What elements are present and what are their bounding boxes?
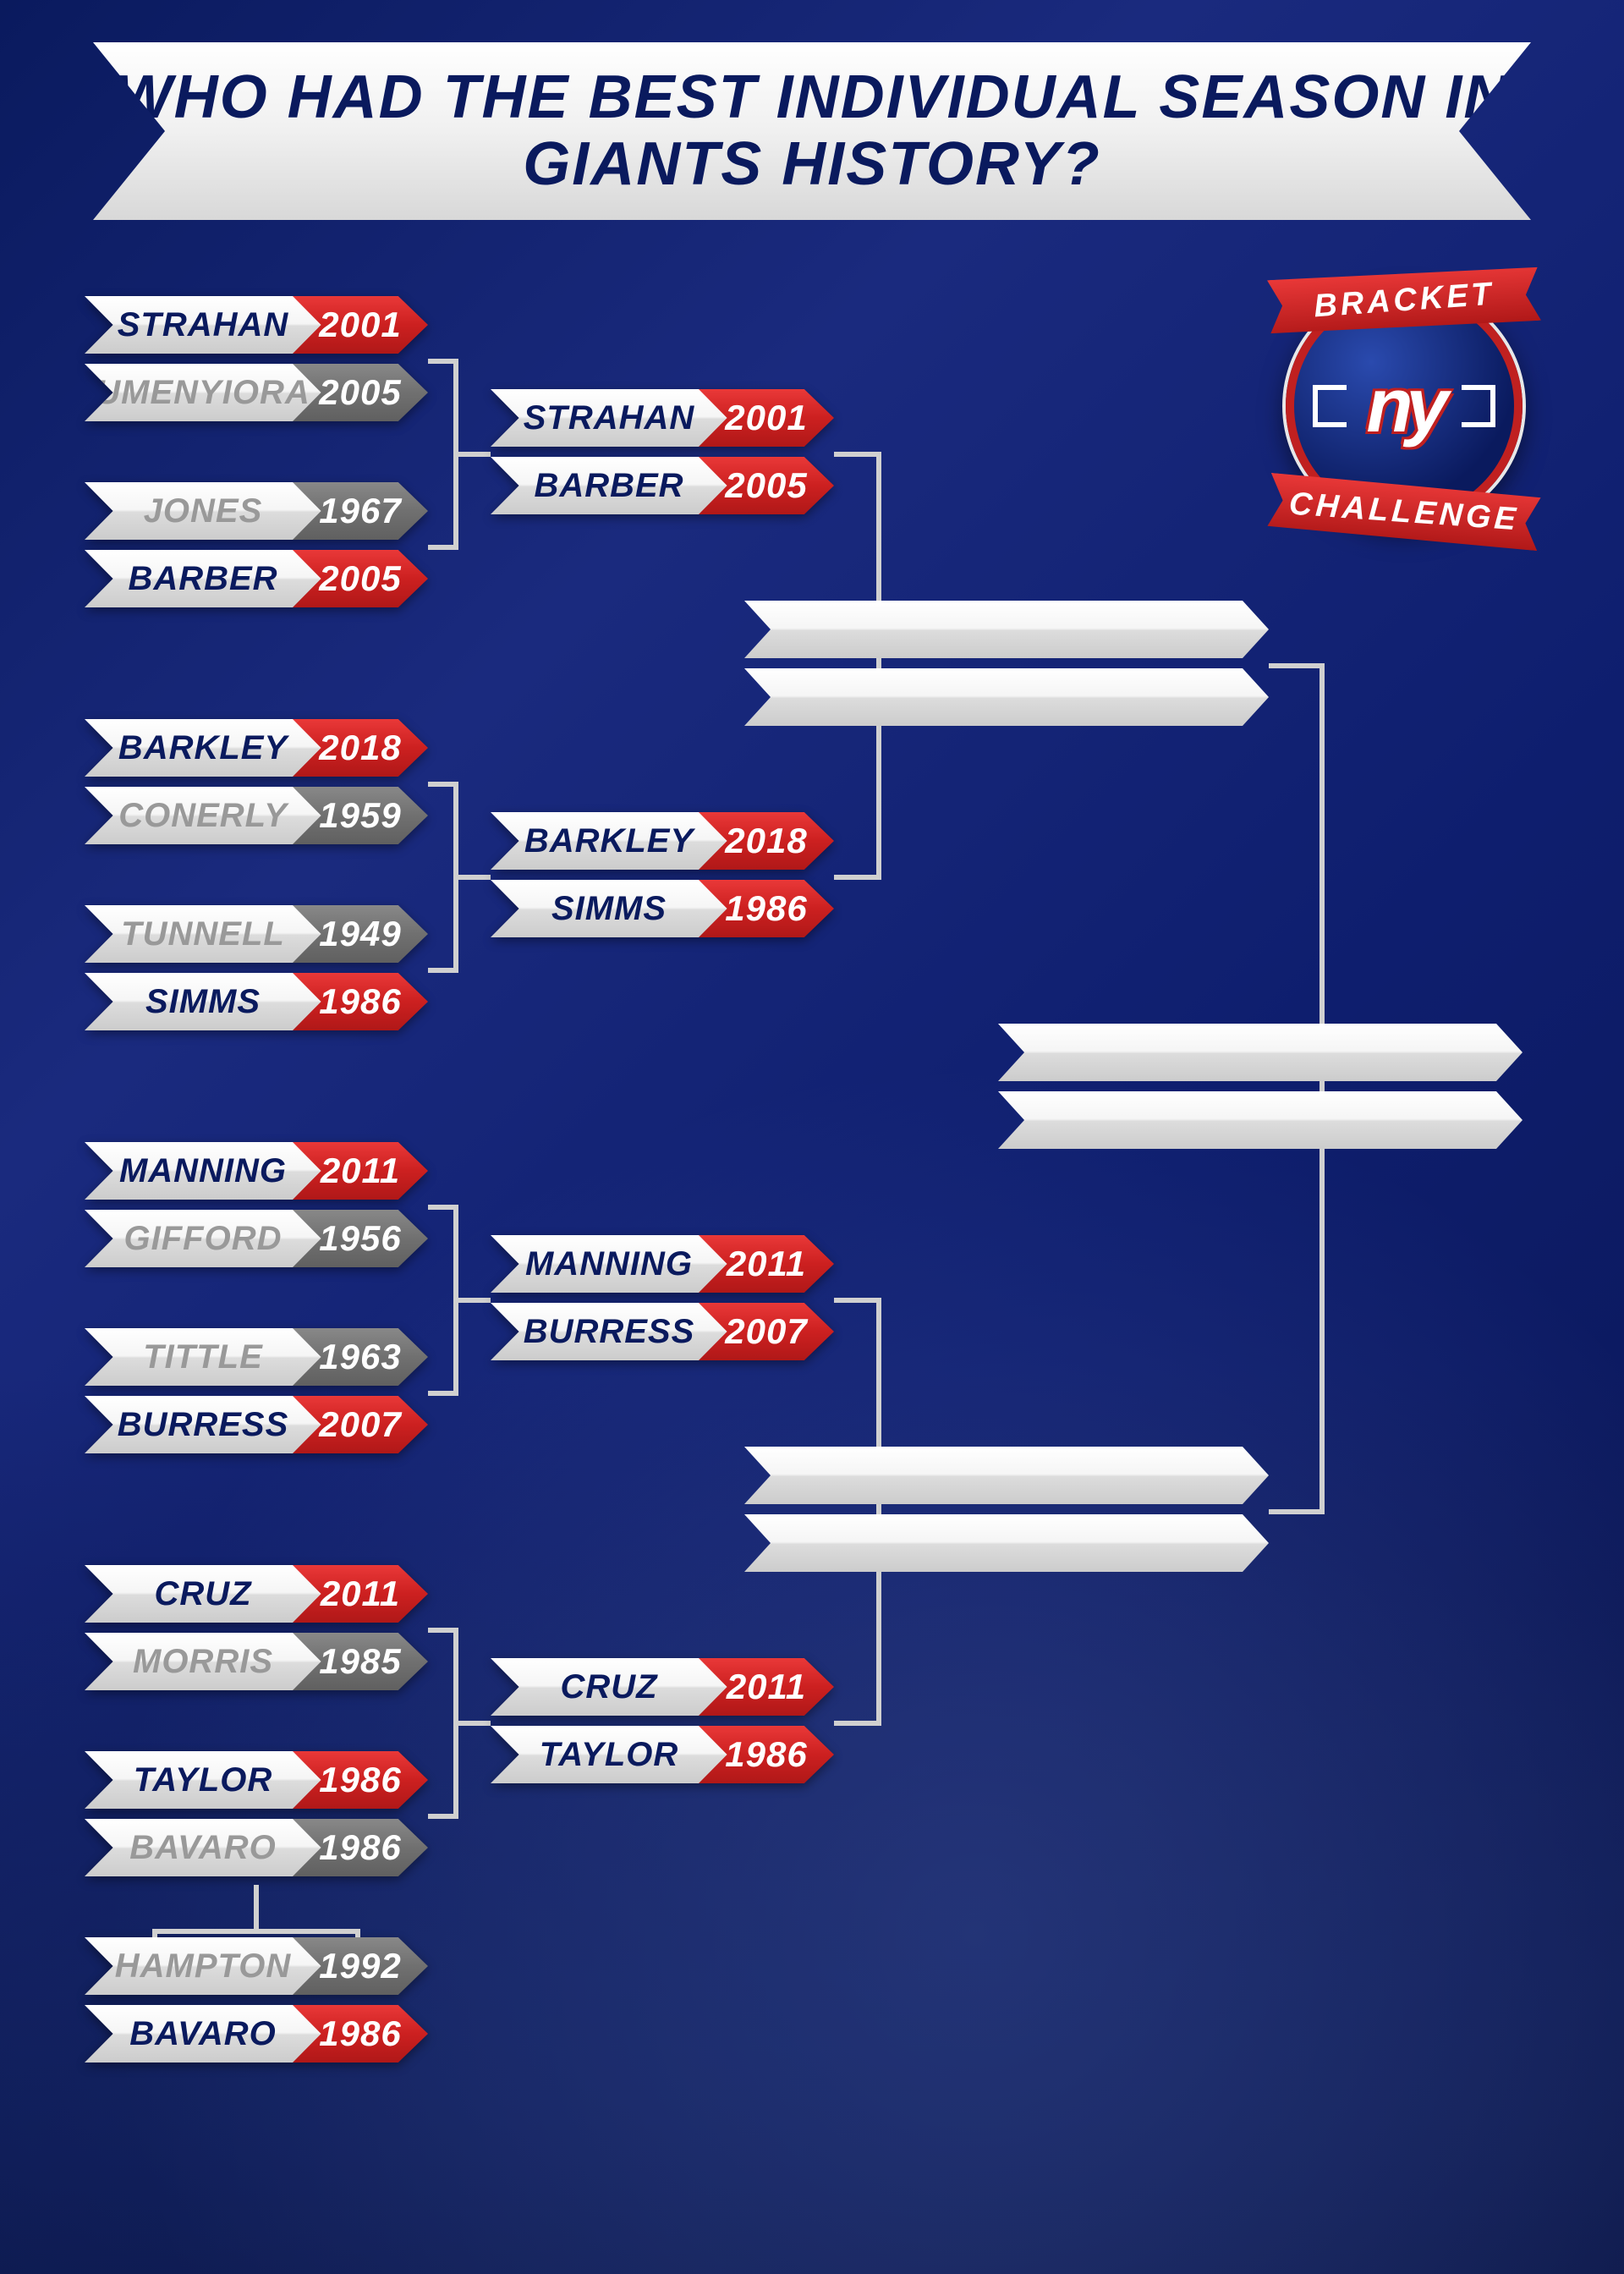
entry-name: BARKLEY: [85, 719, 321, 777]
bracket-entry: BARKLEY2018: [491, 812, 834, 870]
bracket-entry: TUNNELL1949: [85, 905, 428, 963]
entry-name: UMENYIORA: [85, 364, 321, 421]
connector: [428, 1628, 453, 1633]
entry-name: STRAHAN: [85, 296, 321, 354]
title-banner: WHO HAD THE BEST INDIVIDUAL SEASON IN GI…: [93, 42, 1531, 220]
bracket-entry: BAVARO1986: [85, 2005, 428, 2063]
connector: [428, 782, 453, 787]
bracket-entry: STRAHAN2001: [491, 389, 834, 447]
bracket-entry: BAVARO1986: [85, 1819, 428, 1876]
entry-name: HAMPTON: [85, 1937, 321, 1995]
bracket-entry: MANNING2011: [85, 1142, 428, 1200]
entry-name: TAYLOR: [85, 1751, 321, 1809]
entry-name: CRUZ: [85, 1565, 321, 1623]
connector: [152, 1929, 157, 1937]
empty-slot: [998, 1024, 1522, 1081]
entry-name: BARBER: [491, 457, 727, 514]
bracket-entry: JONES1967: [85, 482, 428, 540]
empty-slot: [744, 1514, 1269, 1572]
entry-name: MANNING: [85, 1142, 321, 1200]
connector: [834, 1298, 876, 1303]
entry-name: MORRIS: [85, 1633, 321, 1690]
connector: [428, 1205, 453, 1210]
bracket-entry: SIMMS1986: [491, 880, 834, 937]
bracket-entry: BARBER2005: [491, 457, 834, 514]
bracket-entry: TAYLOR1986: [491, 1726, 834, 1783]
entry-name: GIFFORD: [85, 1210, 321, 1267]
connector: [428, 1391, 453, 1396]
entry-name: BARBER: [85, 550, 321, 607]
bracket-entry: CONERLY1959: [85, 787, 428, 844]
entry-name: BURRESS: [85, 1396, 321, 1453]
entry-name: BAVARO: [85, 1819, 321, 1876]
connector: [876, 1298, 881, 1726]
bracket-entry: TAYLOR1986: [85, 1751, 428, 1809]
bracket-entry: SIMMS1986: [85, 973, 428, 1030]
connector: [876, 452, 881, 880]
empty-slot: [998, 1091, 1522, 1149]
connector: [152, 1929, 355, 1934]
entry-name: STRAHAN: [491, 389, 727, 447]
bracket-entry: BURRESS2007: [85, 1396, 428, 1453]
entry-name: SIMMS: [491, 880, 727, 937]
entry-name: BURRESS: [491, 1303, 727, 1360]
entry-name: TUNNELL: [85, 905, 321, 963]
connector: [453, 452, 491, 457]
connector: [1269, 1509, 1320, 1514]
bracket-entry: GIFFORD1956: [85, 1210, 428, 1267]
connector: [428, 545, 453, 550]
connector: [428, 1814, 453, 1819]
entry-name: SIMMS: [85, 973, 321, 1030]
entry-name: CONERLY: [85, 787, 321, 844]
bracket-entry: BARKLEY2018: [85, 719, 428, 777]
title-text: WHO HAD THE BEST INDIVIDUAL SEASON IN GI…: [93, 64, 1531, 198]
empty-slot: [744, 668, 1269, 726]
entry-name: MANNING: [491, 1235, 727, 1293]
connector: [453, 1721, 491, 1726]
connector: [834, 875, 876, 880]
bracket-container: STRAHAN2001 UMENYIORA2005 JONES1967 BARBER2…: [85, 288, 1539, 2233]
connector: [834, 452, 876, 457]
connector: [1269, 663, 1320, 668]
bracket-entry: CRUZ2011: [85, 1565, 428, 1623]
entry-name: CRUZ: [491, 1658, 727, 1716]
bracket-entry: HAMPTON1992: [85, 1937, 428, 1995]
bracket-entry: MANNING2011: [491, 1235, 834, 1293]
entry-name: JONES: [85, 482, 321, 540]
bracket-entry: MORRIS1985: [85, 1633, 428, 1690]
bracket-entry: BARBER2005: [85, 550, 428, 607]
connector: [1320, 663, 1325, 1514]
bracket-entry: STRAHAN2001: [85, 296, 428, 354]
entry-name: TAYLOR: [491, 1726, 727, 1783]
entry-name: TITTLE: [85, 1328, 321, 1386]
entry-name: BAVARO: [85, 2005, 321, 2063]
bracket-entry: TITTLE1963: [85, 1328, 428, 1386]
empty-slot: [744, 601, 1269, 658]
bracket-entry: CRUZ2011: [491, 1658, 834, 1716]
connector: [428, 359, 453, 364]
connector: [355, 1929, 360, 1937]
connector: [428, 968, 453, 973]
empty-slot: [744, 1447, 1269, 1504]
bracket-entry: UMENYIORA2005: [85, 364, 428, 421]
bracket-entry: BURRESS2007: [491, 1303, 834, 1360]
connector: [834, 1721, 876, 1726]
connector: [254, 1885, 259, 1929]
connector: [453, 875, 491, 880]
entry-name: BARKLEY: [491, 812, 727, 870]
connector: [453, 1298, 491, 1303]
